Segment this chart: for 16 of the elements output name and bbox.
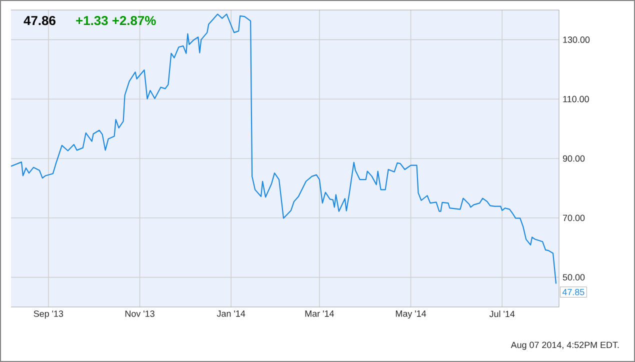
- chart-title: 47.86: [24, 16, 56, 26]
- y-tick-label: 110.00: [563, 96, 589, 102]
- chart-subtitle: +1.33 +2.87%: [76, 16, 156, 26]
- y-tick-label: 90.00: [562, 155, 585, 162]
- y-tick-label: 50.00: [562, 274, 585, 280]
- line-series: [11, 14, 557, 284]
- x-tick-label: Nov '13: [125, 310, 154, 317]
- x-tick-label: May '14: [396, 310, 426, 319]
- x-tick-label: Jan '14: [216, 310, 246, 317]
- y-tick-label: 130.00: [563, 36, 590, 43]
- x-tick-label: Mar '14: [305, 310, 334, 317]
- text: Aug 07 2014, 4:52PM EDT.: [510, 342, 619, 350]
- y-tick-label: 70.00: [562, 214, 585, 222]
- annotation: 47.85: [562, 288, 584, 296]
- x-tick-label: Jul '14: [489, 310, 515, 318]
- x-tick-label: Sep '13: [34, 310, 64, 319]
